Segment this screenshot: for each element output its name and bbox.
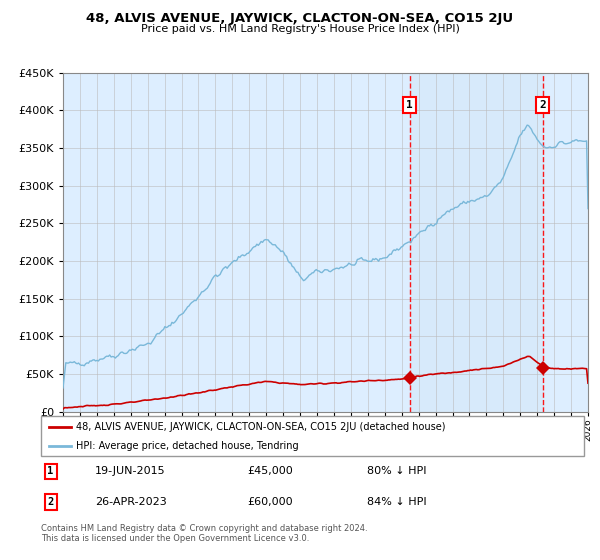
Text: 1: 1	[47, 466, 53, 477]
Text: Price paid vs. HM Land Registry's House Price Index (HPI): Price paid vs. HM Land Registry's House …	[140, 24, 460, 34]
Text: 84% ↓ HPI: 84% ↓ HPI	[367, 497, 426, 507]
Text: 48, ALVIS AVENUE, JAYWICK, CLACTON-ON-SEA, CO15 2JU (detached house): 48, ALVIS AVENUE, JAYWICK, CLACTON-ON-SE…	[76, 422, 446, 432]
Text: 48, ALVIS AVENUE, JAYWICK, CLACTON-ON-SEA, CO15 2JU: 48, ALVIS AVENUE, JAYWICK, CLACTON-ON-SE…	[86, 12, 514, 25]
Text: HPI: Average price, detached house, Tendring: HPI: Average price, detached house, Tend…	[76, 441, 299, 450]
Bar	[410, 73, 542, 412]
Text: £45,000: £45,000	[247, 466, 293, 477]
Text: 2: 2	[539, 100, 546, 110]
Text: Contains HM Land Registry data © Crown copyright and database right 2024.
This d: Contains HM Land Registry data © Crown c…	[41, 524, 367, 543]
Text: 19-JUN-2015: 19-JUN-2015	[95, 466, 166, 477]
Text: 1: 1	[406, 100, 413, 110]
Text: 2: 2	[47, 497, 53, 507]
Text: £60,000: £60,000	[247, 497, 293, 507]
FancyBboxPatch shape	[41, 416, 584, 456]
Text: 26-APR-2023: 26-APR-2023	[95, 497, 167, 507]
Text: 80% ↓ HPI: 80% ↓ HPI	[367, 466, 426, 477]
